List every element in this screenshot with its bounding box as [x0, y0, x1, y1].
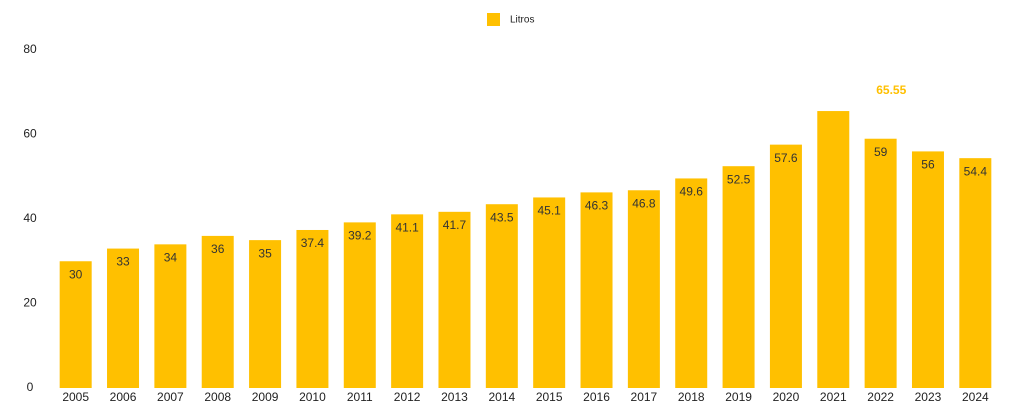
bar	[864, 138, 897, 388]
y-tick-label: 40	[23, 211, 37, 225]
bar	[249, 240, 282, 388]
bar	[201, 235, 234, 388]
bar	[485, 204, 518, 388]
value-label: 35	[258, 246, 272, 260]
x-tick-label: 2010	[299, 390, 326, 404]
value-label: 52.5	[727, 172, 751, 186]
value-label: 54.4	[964, 164, 988, 178]
bar	[107, 248, 140, 388]
x-tick-label: 2022	[867, 390, 894, 404]
value-label: 41.1	[395, 221, 419, 235]
value-label: 41.7	[443, 218, 467, 232]
y-tick-label: 60	[23, 127, 37, 141]
bar	[533, 197, 566, 388]
x-tick-label: 2017	[631, 390, 658, 404]
value-label: 56	[921, 158, 935, 172]
x-tick-label: 2011	[347, 390, 373, 404]
value-label: 30	[69, 267, 83, 281]
legend-label: Litros	[510, 15, 534, 26]
bar	[675, 178, 708, 388]
x-tick-label: 2024	[962, 390, 989, 404]
bar	[769, 144, 802, 388]
value-label: 43.5	[490, 210, 514, 224]
x-tick-label: 2012	[394, 390, 421, 404]
y-tick-label: 0	[27, 380, 34, 394]
value-label: 45.1	[537, 204, 561, 218]
bar	[296, 229, 329, 388]
value-label: 36	[211, 242, 225, 256]
value-label: 37.4	[301, 236, 325, 250]
x-tick-label: 2013	[441, 390, 468, 404]
value-label: 46.3	[585, 199, 609, 213]
x-tick-label: 2005	[62, 390, 89, 404]
x-tick-label: 2019	[725, 390, 752, 404]
value-label: 59	[874, 145, 888, 159]
value-label: 49.6	[680, 185, 704, 199]
bar	[59, 261, 92, 388]
x-tick-label: 2016	[583, 390, 610, 404]
x-tick-label: 2015	[536, 390, 563, 404]
value-label: 65.55	[876, 83, 906, 97]
y-tick-label: 20	[23, 296, 37, 310]
bar	[627, 190, 660, 388]
legend-swatch	[487, 13, 500, 26]
bar	[580, 192, 613, 388]
bar	[343, 222, 376, 388]
x-tick-label: 2006	[110, 390, 137, 404]
x-tick-label: 2018	[678, 390, 705, 404]
x-tick-label: 2023	[915, 390, 942, 404]
value-label: 39.2	[348, 229, 372, 243]
bar	[722, 166, 755, 388]
x-tick-label: 2009	[252, 390, 279, 404]
x-tick-label: 2020	[773, 390, 800, 404]
x-tick-label: 2007	[157, 390, 184, 404]
bar	[911, 151, 944, 388]
x-tick-label: 2021	[820, 390, 847, 404]
x-tick-label: 2014	[488, 390, 515, 404]
bar	[959, 158, 992, 388]
bar	[438, 211, 471, 388]
value-label: 34	[164, 251, 178, 265]
bar	[391, 214, 424, 388]
value-label: 57.6	[774, 151, 798, 165]
x-tick-label: 2008	[204, 390, 231, 404]
value-label: 46.8	[632, 196, 656, 210]
bar	[817, 111, 850, 389]
y-tick-label: 80	[23, 42, 37, 56]
value-label: 33	[116, 255, 130, 269]
bar	[154, 244, 187, 388]
